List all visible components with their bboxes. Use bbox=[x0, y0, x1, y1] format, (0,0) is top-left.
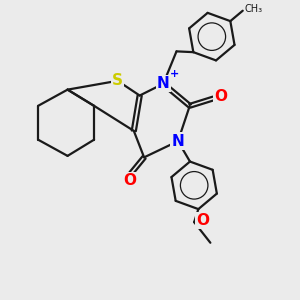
Text: O: O bbox=[196, 213, 209, 228]
Text: S: S bbox=[112, 73, 123, 88]
Text: N: N bbox=[157, 76, 169, 91]
Text: O: O bbox=[214, 89, 227, 104]
Text: O: O bbox=[123, 173, 136, 188]
Text: N: N bbox=[172, 134, 184, 149]
Text: CH₃: CH₃ bbox=[245, 4, 263, 14]
Text: +: + bbox=[170, 69, 179, 79]
